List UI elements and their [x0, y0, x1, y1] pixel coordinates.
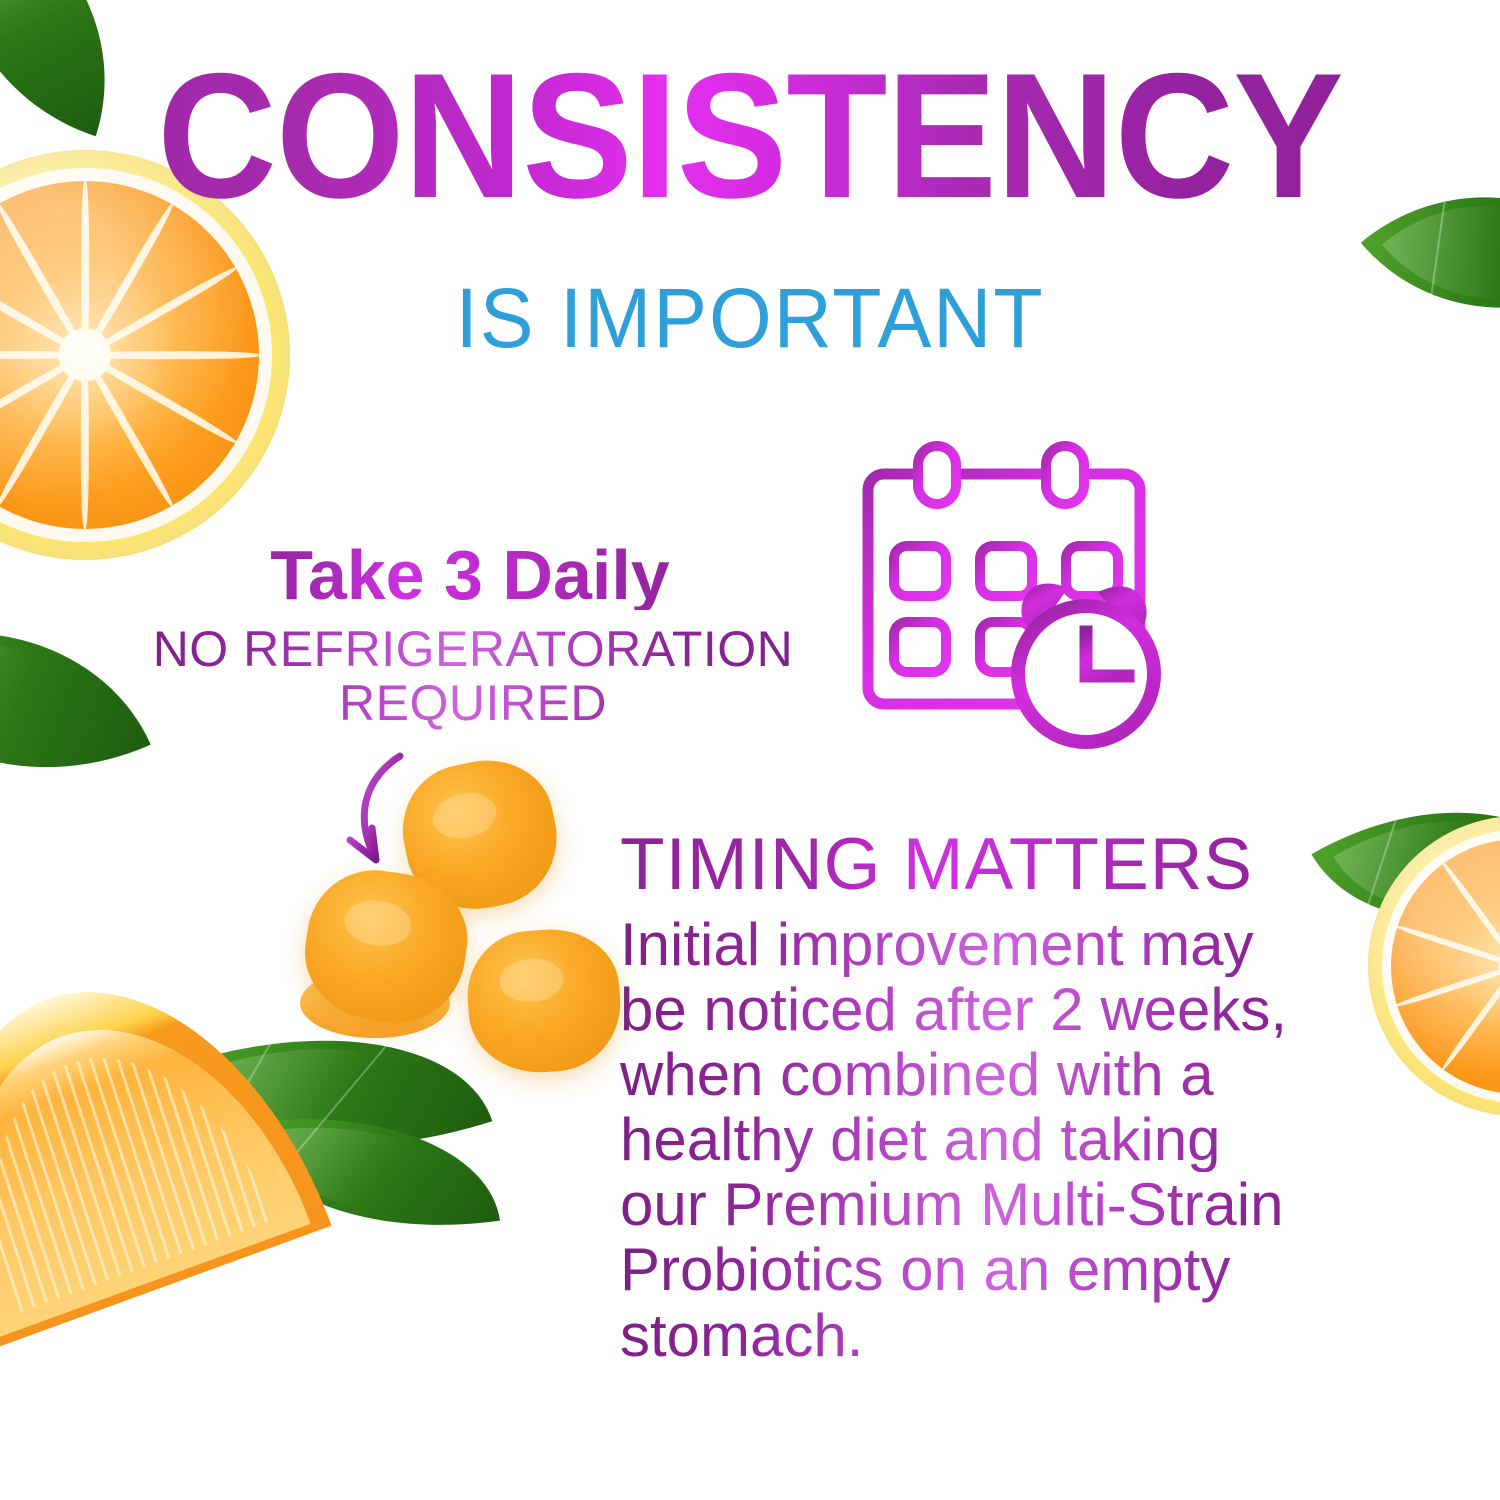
orange-wedge-flesh: [0, 978, 311, 1341]
page-title: CONSISTENCY: [53, 47, 1448, 225]
dosage-subtext-line2: REQUIRED: [128, 676, 818, 730]
timing-body-line: healthy diet and taking: [620, 1107, 1410, 1172]
calendar-ring-right: [1041, 441, 1089, 509]
timing-body-line: Initial improvement may: [620, 912, 1410, 977]
clock-hands: [1079, 625, 1135, 683]
calendar-body: [862, 468, 1146, 710]
calendar-cell: [975, 541, 1037, 601]
orange-wedge-bottom-left: [0, 934, 332, 1356]
calendar-cell: [889, 617, 951, 677]
calendar-clock-icon: [862, 441, 1161, 749]
dosage-subtext-line1: NO REFRIGERATORATION: [128, 622, 818, 676]
curved-arrow-icon: [346, 752, 404, 864]
dosage-subtext: NO REFRIGERATORATION REQUIRED: [128, 622, 818, 730]
calendar-ring-left: [913, 441, 961, 509]
leaf-vein: [266, 1025, 405, 1189]
timing-body-line: our Premium Multi-Strain: [620, 1172, 1410, 1237]
timing-body-line: when combined with a: [620, 1042, 1410, 1107]
gummy-left: [296, 861, 476, 1033]
calendar-cell: [1061, 541, 1123, 601]
leaf-bottom-center-b: [243, 1025, 501, 1255]
timing-body-line: Probiotics on an empty: [620, 1237, 1410, 1302]
timing-body: Initial improvement may be noticed after…: [620, 912, 1410, 1368]
gummy-right: [463, 924, 625, 1078]
dosage-heading: Take 3 Daily: [150, 540, 790, 610]
timing-body-line: be noticed after 2 weeks,: [620, 977, 1410, 1042]
leaf-bottom-center-a: [179, 918, 493, 1208]
orange-wedge-pulp: [0, 1016, 274, 1315]
timing-heading: TIMING MATTERS: [620, 828, 1400, 901]
leaf-vein: [218, 918, 344, 1133]
page-subtitle: IS IMPORTANT: [455, 271, 1045, 365]
timing-body-line: stomach.: [620, 1302, 1410, 1367]
alarm-bell-left: [1021, 583, 1068, 628]
orange-fragment: [300, 968, 450, 1038]
calendar-cell: [889, 541, 951, 601]
